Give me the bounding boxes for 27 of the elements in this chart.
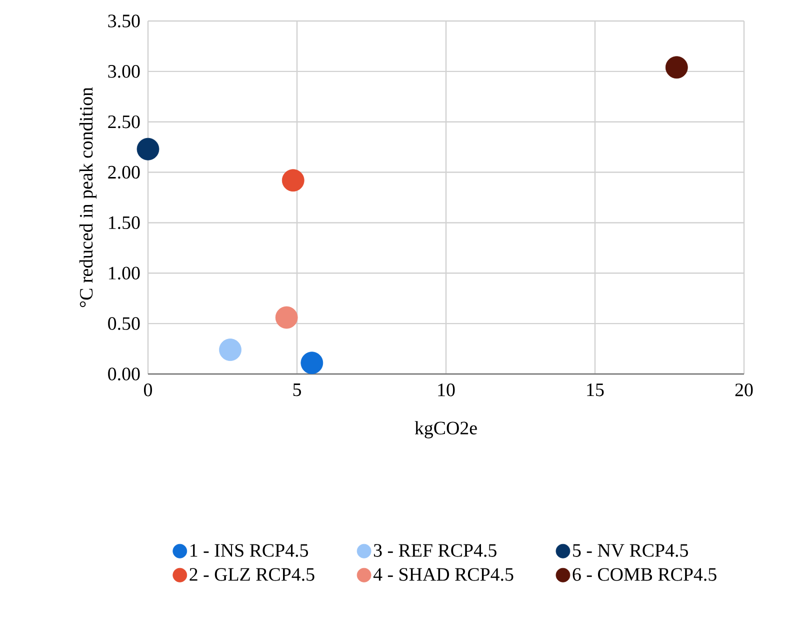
y-tick-label: 0.00 xyxy=(108,368,140,380)
y-axis-title: °C reduced in peak condition xyxy=(79,87,97,308)
point xyxy=(219,338,242,361)
legend-label: 2 - GLZ RCP4.5 xyxy=(190,568,314,581)
y-tick-label: 2.50 xyxy=(108,115,140,128)
x-tick-label: 0 xyxy=(144,384,152,396)
legend-label: 4 - SHAD RCP4.5 xyxy=(373,568,514,581)
legend-label: 5 - NV RCP4.5 xyxy=(573,544,688,557)
point xyxy=(300,352,324,374)
legend-label: 6 - COMB RCP4.5 xyxy=(572,568,716,581)
y-tick-label: 1.50 xyxy=(109,216,140,230)
y-tick-label: 1.00 xyxy=(109,266,140,280)
point xyxy=(665,56,688,79)
legend-label: 1 - INS RCP4.5 xyxy=(190,544,308,557)
x-tick-label: 5 xyxy=(293,384,301,396)
point xyxy=(136,138,160,160)
x-axis-title: kgCO2e xyxy=(414,421,477,438)
point xyxy=(275,306,298,329)
legend-label: 3 - REF RCP4.5 xyxy=(374,544,496,557)
x-tick-label: 10 xyxy=(438,384,455,396)
x-tick-label: 20 xyxy=(735,384,753,396)
y-tick-label: 2.00 xyxy=(108,166,140,179)
point xyxy=(282,169,304,192)
y-tick-label: 0.50 xyxy=(108,317,140,330)
x-tick-label: 15 xyxy=(587,384,604,396)
y-tick-label: 3.50 xyxy=(108,14,140,28)
y-tick-label: 3.00 xyxy=(108,65,140,78)
